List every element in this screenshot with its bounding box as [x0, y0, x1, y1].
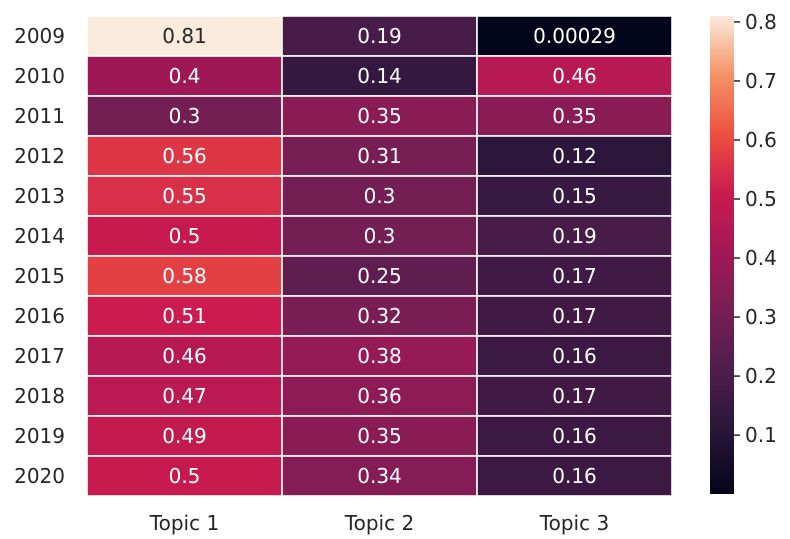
y-tick-label: 2016: [14, 304, 65, 328]
heatmap-cell: [86, 375, 283, 417]
colorbar-tick-label: 0.6: [745, 128, 777, 152]
colorbar-tick-label: 0.7: [745, 69, 777, 93]
y-axis-tick-labels: 2009 2010 2011 2012 2013 2014 2015 2016 2017 2018…: [14, 24, 65, 488]
y-tick-label: 2017: [14, 344, 65, 368]
colorbar-tick-label: 0.3: [745, 305, 777, 329]
colorbar-tick-label: 0.8: [745, 10, 777, 34]
heatmap-cell: [86, 135, 283, 177]
cell-value-label: 0.14: [357, 64, 402, 88]
y-tick-label: 2014: [14, 224, 65, 248]
y-tick-label: 2009: [14, 24, 65, 48]
cell-value-label: 0.16: [552, 424, 597, 448]
heatmap-cell: [86, 15, 283, 57]
cell-value-label: 0.5: [169, 464, 201, 488]
cell-value-label: 0.81: [162, 24, 207, 48]
cell-value-label: 0.00029: [533, 24, 616, 48]
colorbar: 0.1 0.2 0.3 0.4 0.5 0.6 0.7 0.8: [710, 10, 777, 494]
cell-value-label: 0.35: [357, 424, 402, 448]
colorbar-gradient: [710, 16, 734, 494]
y-tick-label: 2013: [14, 184, 65, 208]
cell-value-label: 0.17: [552, 304, 597, 328]
cell-value-label: 0.34: [357, 464, 402, 488]
heatmap-cell: [86, 415, 283, 457]
heatmap-cell: [281, 175, 478, 217]
cell-value-label: 0.35: [552, 104, 597, 128]
heatmap-cell: [476, 215, 673, 257]
x-tick-label: Topic 3: [539, 511, 609, 535]
heatmap-cell: [281, 95, 478, 137]
heatmap-cell: [476, 455, 673, 497]
cell-value-label: 0.55: [162, 184, 207, 208]
cell-value-label: 0.5: [169, 224, 201, 248]
heatmap-cell: [281, 375, 478, 417]
heatmap-cell: [86, 295, 283, 337]
y-tick-label: 2015: [14, 264, 65, 288]
cell-annotations: 0.81 0.19 0.00029 0.4 0.14 0.46 0.3 0.35 0.35 0.5…: [162, 24, 616, 488]
heatmap-cell: [476, 135, 673, 177]
colorbar-tick-label: 0.1: [745, 423, 777, 447]
y-tick-label: 2020: [14, 464, 65, 488]
cell-value-label: 0.16: [552, 344, 597, 368]
cell-value-label: 0.46: [162, 344, 207, 368]
cell-value-label: 0.36: [357, 384, 402, 408]
heatmap-cell: [476, 375, 673, 417]
x-tick-label: Topic 2: [344, 511, 414, 535]
heatmap-cell: [476, 255, 673, 297]
cell-value-label: 0.38: [357, 344, 402, 368]
heatmap-cell: [86, 215, 283, 257]
cell-value-label: 0.35: [357, 104, 402, 128]
cell-value-label: 0.47: [162, 384, 207, 408]
cell-value-label: 0.32: [357, 304, 402, 328]
cell-value-label: 0.15: [552, 184, 597, 208]
colorbar-ticks: 0.1 0.2 0.3 0.4 0.5 0.6 0.7 0.8: [734, 10, 777, 447]
cell-value-label: 0.19: [357, 24, 402, 48]
heatmap-cell: [86, 255, 283, 297]
x-axis-tick-labels: Topic 1 Topic 2 Topic 3: [149, 511, 609, 535]
cell-value-label: 0.51: [162, 304, 207, 328]
cell-value-label: 0.17: [552, 384, 597, 408]
y-tick-label: 2019: [14, 424, 65, 448]
heatmap-cell: [476, 55, 673, 97]
colorbar-tick-label: 0.4: [745, 246, 777, 270]
y-tick-label: 2011: [14, 104, 65, 128]
heatmap-cell: [281, 215, 478, 257]
cell-value-label: 0.46: [552, 64, 597, 88]
cell-value-label: 0.12: [552, 144, 597, 168]
cell-value-label: 0.3: [364, 224, 396, 248]
cell-value-label: 0.19: [552, 224, 597, 248]
heatmap-cell: [281, 255, 478, 297]
y-tick-label: 2018: [14, 384, 65, 408]
cell-value-label: 0.25: [357, 264, 402, 288]
heatmap-cell: [281, 15, 478, 57]
colorbar-tick-label: 0.2: [745, 364, 777, 388]
heatmap-cell: [86, 455, 283, 497]
cell-value-label: 0.3: [169, 104, 201, 128]
colorbar-tick-label: 0.5: [745, 187, 777, 211]
cell-value-label: 0.56: [162, 144, 207, 168]
cell-value-label: 0.17: [552, 264, 597, 288]
cell-value-label: 0.16: [552, 464, 597, 488]
cell-value-label: 0.4: [169, 64, 201, 88]
y-tick-label: 2010: [14, 64, 65, 88]
cell-value-label: 0.3: [364, 184, 396, 208]
heatmap-cells: [86, 15, 673, 497]
heatmap-cell: [281, 455, 478, 497]
y-tick-label: 2012: [14, 144, 65, 168]
cell-value-label: 0.58: [162, 264, 207, 288]
heatmap-cell: [476, 415, 673, 457]
x-tick-label: Topic 1: [149, 511, 219, 535]
cell-value-label: 0.49: [162, 424, 207, 448]
heatmap-cell: [281, 295, 478, 337]
heatmap-cell: [476, 295, 673, 337]
heatmap-cell: [476, 335, 673, 377]
cell-value-label: 0.31: [357, 144, 402, 168]
